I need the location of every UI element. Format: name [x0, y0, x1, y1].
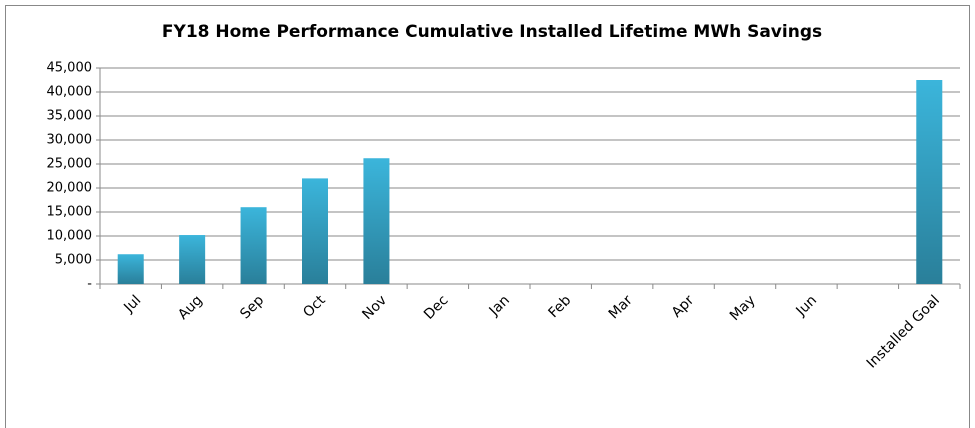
y-tick-label: 5,000	[55, 253, 92, 268]
y-tick-label: -	[87, 277, 92, 292]
chart-title: FY18 Home Performance Cumulative Install…	[162, 22, 822, 42]
bar-shade	[179, 235, 206, 284]
bar-shade	[302, 178, 328, 284]
y-tick-label: 35,000	[47, 109, 93, 124]
y-tick-label: 15,000	[47, 205, 93, 220]
bar-shade	[916, 80, 943, 284]
y-tick-label: 25,000	[47, 157, 93, 172]
chart-frame	[5, 5, 970, 428]
y-tick-label: 10,000	[47, 229, 93, 244]
bar-shade	[363, 158, 390, 284]
y-tick-label: 20,000	[47, 181, 93, 196]
y-tick-label: 30,000	[47, 133, 93, 148]
y-tick-label: 40,000	[47, 85, 93, 100]
y-tick-label: 45,000	[47, 61, 93, 76]
bar-shade	[240, 207, 267, 284]
bar-shade	[117, 254, 144, 284]
